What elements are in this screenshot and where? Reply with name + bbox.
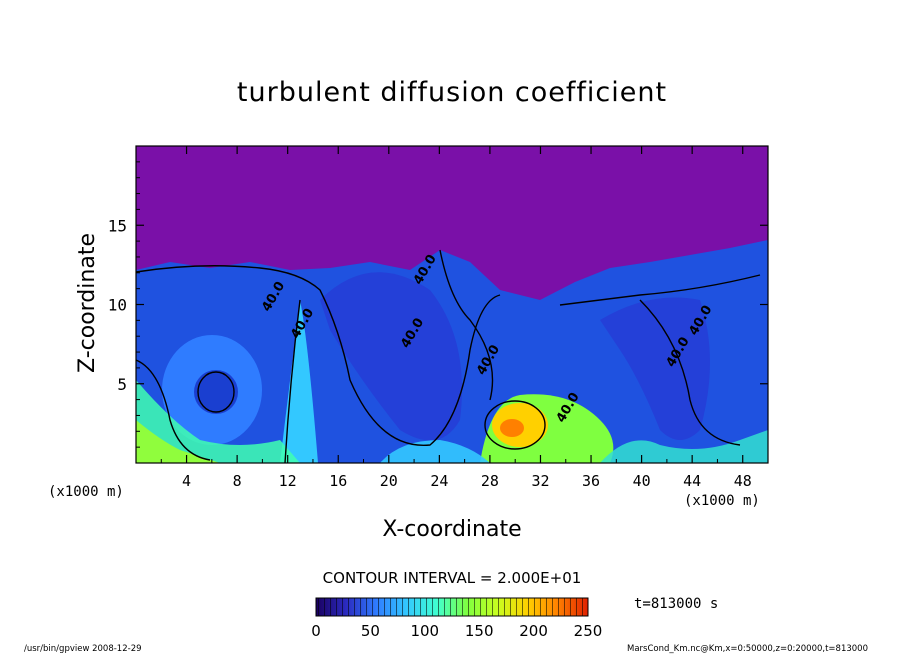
colorbar-tick-label: 250 (574, 622, 603, 640)
y-axis-label: Z-coordinate (75, 233, 100, 373)
y-tick-label: 5 (117, 375, 127, 394)
colorbar-tick-label: 50 (361, 622, 380, 640)
x-tick-label: 44 (683, 472, 701, 490)
eddy-left-center (194, 370, 238, 414)
x-tick-label: 20 (380, 472, 398, 490)
x-axis-unit-right: (x1000 m) (684, 493, 760, 509)
x-tick-label: 4 (182, 472, 191, 490)
x-tick-label: 48 (734, 472, 752, 490)
x-tick-label: 40 (633, 472, 651, 490)
contour-lines (136, 249, 761, 463)
eddy-mid-region (320, 272, 462, 441)
footer-right: MarsCond_Km.nc@Km,x=0:50000,z=0:20000,t=… (627, 644, 868, 654)
y-tick-label: 10 (108, 296, 127, 315)
convective-cell-peak (500, 419, 524, 437)
x-axis-label: X-coordinate (382, 517, 521, 542)
x-tick-label: 32 (531, 472, 549, 490)
colorbar-stripes (316, 598, 588, 616)
colorbar-tick-label: 150 (465, 622, 494, 640)
x-axis-unit-left: (x1000 m) (48, 484, 124, 500)
surface-yellow-left (136, 420, 220, 463)
footer-left: /usr/bin/gpview 2008-12-29 (24, 644, 142, 654)
chart-title: turbulent diffusion coefficient (237, 77, 667, 108)
time-label: t=813000 s (634, 596, 718, 612)
colorbar-tick-label: 100 (410, 622, 439, 640)
plume-left (280, 300, 318, 463)
x-tick-label: 36 (582, 472, 600, 490)
surface-green-band (136, 380, 300, 463)
colorbar-tick-label: 0 (311, 622, 321, 640)
surface-green-right (600, 430, 768, 463)
colorbar-tick-label: 200 (519, 622, 548, 640)
x-tick-label: 28 (481, 472, 499, 490)
x-tick-label: 24 (430, 472, 448, 490)
x-tick-label: 16 (329, 472, 347, 490)
eddy-right-region (600, 297, 710, 440)
surface-green-mid (380, 440, 490, 463)
colorbar-ticks: 0 50 100 150 200 250 (311, 622, 602, 640)
x-tick-label: 8 (233, 472, 242, 490)
x-tick-label: 12 (279, 472, 297, 490)
contour-interval-text: CONTOUR INTERVAL = 2.000E+01 (323, 569, 582, 587)
plot-area: 40.040.040.040.040.040.040.040.0 (136, 146, 768, 463)
x-axis-ticks: 4 8 12 16 20 24 28 32 36 40 44 48 (160, 146, 752, 490)
y-tick-label: 15 (108, 216, 127, 235)
y-axis-ticks: 5 10 15 (108, 161, 768, 448)
